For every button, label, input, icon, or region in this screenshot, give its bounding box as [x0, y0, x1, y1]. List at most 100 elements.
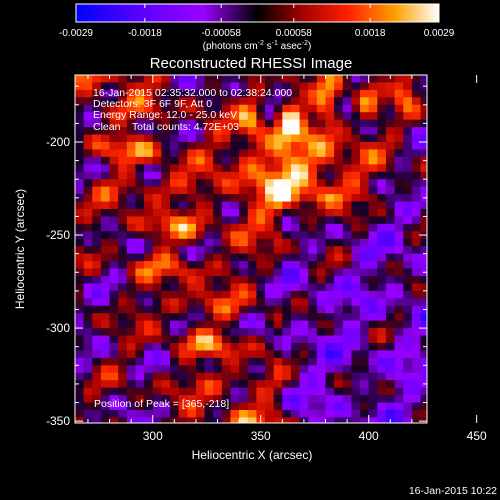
heatmap-cell — [385, 134, 396, 143]
heatmap-cell — [144, 82, 154, 91]
heatmap-cell — [152, 194, 162, 202]
heatmap-cell — [135, 328, 145, 336]
heatmap-cell — [342, 164, 352, 173]
heatmap-cell — [195, 253, 205, 262]
heatmap-cell — [377, 141, 387, 150]
heatmap-cell — [230, 417, 240, 423]
heatmap-cell — [282, 313, 292, 322]
heatmap-cell — [170, 201, 180, 210]
heatmap-cell — [351, 112, 361, 121]
heatmap-cell — [161, 320, 171, 329]
heatmap-cell — [247, 194, 257, 202]
heatmap-cell — [411, 164, 421, 173]
heatmap-cell — [170, 97, 180, 106]
heatmap-cell — [230, 141, 240, 150]
heatmap-cell — [161, 223, 171, 232]
heatmap-cell — [308, 223, 318, 232]
heatmap-cell — [411, 246, 421, 255]
heatmap-cell — [152, 305, 162, 314]
heatmap-cell — [161, 127, 171, 135]
heatmap-cell — [213, 186, 223, 195]
heatmap-cell — [230, 342, 240, 351]
heatmap-cell — [385, 171, 396, 180]
heatmap-cell — [360, 395, 370, 403]
heatmap-cell — [403, 335, 413, 344]
heatmap-cell — [308, 372, 318, 381]
heatmap-cell — [342, 97, 352, 106]
heatmap-cell — [221, 246, 231, 255]
heatmap-cell — [152, 223, 162, 232]
heatmap-cell — [187, 104, 197, 113]
heatmap-cell — [195, 104, 205, 113]
heatmap-cell — [118, 97, 128, 106]
heatmap-cell — [385, 141, 396, 150]
colorbar-tick-label: 0.00058 — [276, 28, 313, 39]
heatmap-cell — [265, 141, 275, 150]
heatmap-cell — [178, 380, 188, 389]
heatmap-cell — [247, 342, 257, 351]
heatmap-cell — [377, 216, 387, 225]
heatmap-cell — [377, 342, 387, 351]
heatmap-cell — [161, 290, 171, 299]
heatmap-cell — [126, 186, 136, 195]
heatmap-cell — [118, 342, 128, 351]
heatmap-cell — [334, 320, 344, 329]
heatmap-cell — [109, 179, 119, 188]
heatmap-cell — [247, 395, 257, 403]
heatmap-cell — [170, 171, 180, 180]
heatmap-cell — [195, 357, 205, 366]
heatmap-cell — [152, 75, 162, 83]
heatmap-cell — [334, 335, 344, 344]
heatmap-cell — [308, 313, 318, 322]
heatmap-cell — [265, 298, 275, 307]
heatmap-cell — [360, 134, 370, 143]
heatmap-cell — [152, 253, 162, 262]
heatmap-cell — [420, 75, 427, 83]
heatmap-cell — [135, 357, 145, 366]
heatmap-cell — [178, 149, 188, 158]
heatmap-cell — [360, 320, 370, 329]
heatmap-cell — [265, 290, 275, 299]
heatmap-cell — [351, 186, 361, 195]
heatmap-cell — [100, 127, 110, 135]
heatmap-cell — [195, 164, 205, 173]
heatmap-cell — [161, 104, 171, 113]
heatmap-cell — [144, 387, 154, 396]
heatmap-cell — [161, 164, 171, 173]
heatmap-cell — [403, 380, 413, 389]
heatmap-cell — [100, 417, 110, 423]
heatmap-cell — [118, 357, 128, 366]
heatmap-cell — [403, 350, 413, 359]
heatmap-cell — [135, 342, 145, 351]
heatmap-cell — [170, 164, 180, 173]
heatmap-cell — [265, 402, 275, 411]
heatmap-cell — [247, 201, 257, 210]
heatmap-cell — [308, 186, 318, 195]
heatmap-cell — [273, 335, 283, 344]
heatmap-cell — [411, 223, 421, 232]
heatmap-cell — [299, 350, 309, 359]
heatmap-cell — [109, 216, 119, 225]
colorbar-frame — [75, 3, 440, 23]
heatmap-cell — [290, 290, 300, 299]
heatmap-cell — [308, 328, 318, 336]
heatmap-cell — [282, 298, 292, 307]
heatmap-cell — [83, 171, 93, 180]
heatmap-cell — [299, 268, 309, 277]
heatmap-cell — [247, 275, 257, 284]
heatmap-cell — [75, 141, 85, 150]
heatmap-cell — [195, 328, 205, 336]
heatmap-cell — [377, 402, 387, 411]
heatmap-cell — [100, 387, 110, 396]
heatmap-cell — [316, 409, 326, 418]
heatmap-cell — [170, 275, 180, 284]
heatmap-cell — [316, 372, 326, 381]
heatmap-cell — [325, 365, 335, 374]
heatmap-cell — [152, 231, 162, 240]
heatmap-cell — [299, 275, 309, 284]
heatmap-cell — [342, 320, 352, 329]
heatmap-cell — [152, 409, 162, 418]
heatmap-cell — [411, 97, 421, 106]
heatmap-cell — [187, 365, 197, 374]
heatmap-cell — [92, 409, 102, 418]
